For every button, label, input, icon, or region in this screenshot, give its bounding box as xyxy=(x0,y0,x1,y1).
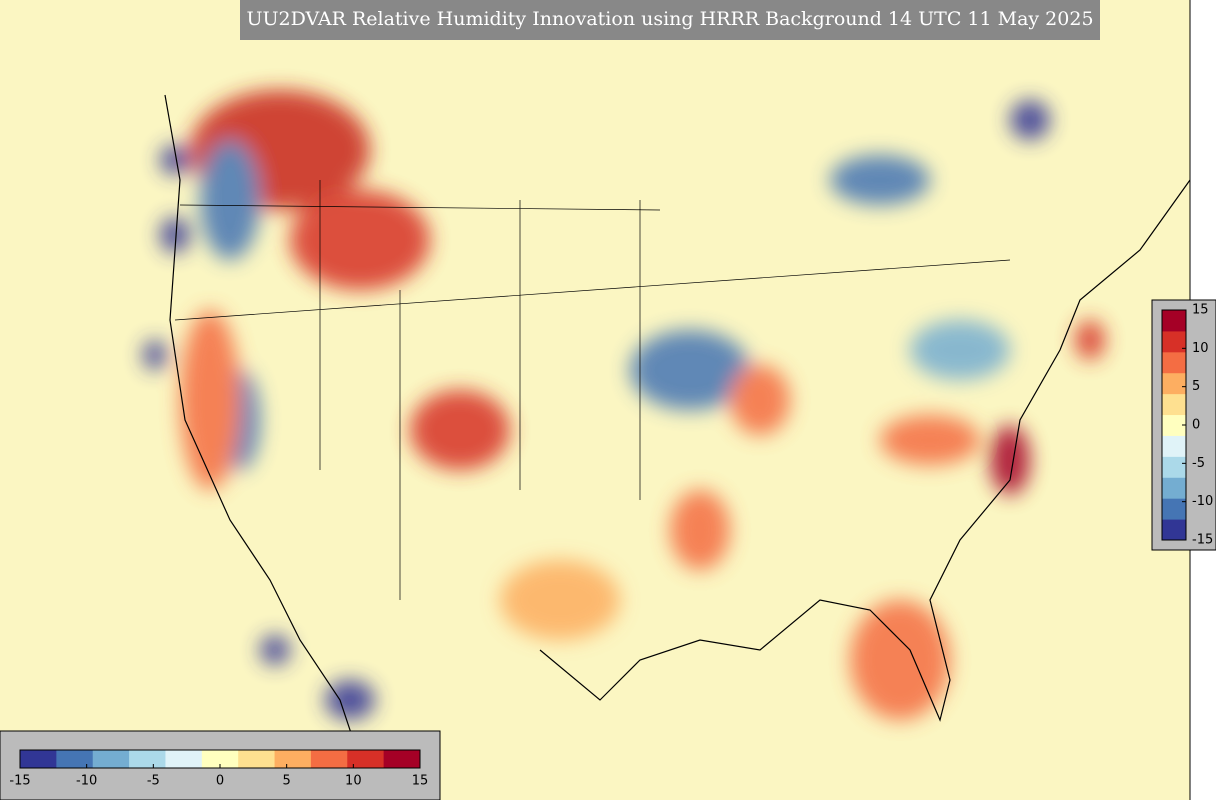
colorbar-swatch xyxy=(1162,519,1186,541)
colorbar-swatch xyxy=(1162,435,1186,457)
title-box xyxy=(240,0,1100,40)
colorbar-swatch xyxy=(347,750,385,768)
colorbar-tick-label: -15 xyxy=(9,774,30,789)
colorbar-tick-label: -10 xyxy=(76,774,97,789)
coastline xyxy=(164,94,1191,761)
colorbar-tick-label: 0 xyxy=(216,774,224,789)
colorbar-tick-label: 15 xyxy=(1192,303,1209,318)
colorbar-swatch xyxy=(1162,351,1186,374)
title: UU2DVAR Relative Humidity Innovation usi… xyxy=(246,8,1093,30)
field-blob xyxy=(180,310,240,490)
colorbar-swatch xyxy=(1162,414,1186,436)
colorbar-swatch xyxy=(129,750,166,768)
field-blob xyxy=(880,415,980,465)
colorbar-swatch xyxy=(238,750,276,768)
field-blob xyxy=(143,340,167,370)
field-blob xyxy=(990,425,1030,495)
colorbar-swatch xyxy=(165,750,203,768)
colorbar-swatch xyxy=(92,750,130,768)
field-blob xyxy=(260,635,290,665)
field-blob xyxy=(850,600,950,720)
borders xyxy=(174,180,1011,600)
colorbar-swatch xyxy=(1162,477,1186,499)
colorbar-tick-label: -15 xyxy=(1192,533,1213,548)
colorbar-swatch xyxy=(1162,330,1186,353)
colorbar-swatch xyxy=(1162,393,1186,416)
colorbar-tick-label: -10 xyxy=(1192,494,1213,509)
colorbar-tick-label: 5 xyxy=(283,774,291,789)
field-blob xyxy=(410,390,510,470)
field-blob xyxy=(290,190,430,290)
colorbar-tick-label: 10 xyxy=(345,774,362,789)
field-blob xyxy=(630,330,750,410)
colorbar-tick-label: -5 xyxy=(147,774,160,789)
colorbar-swatch xyxy=(1162,498,1186,520)
colorbar-tick-label: -5 xyxy=(1192,456,1205,471)
field-blob xyxy=(1075,320,1105,360)
colorbar-swatch xyxy=(201,750,239,768)
field-blob xyxy=(730,365,790,435)
colorbar-tick-label: 0 xyxy=(1192,418,1200,433)
field-blob xyxy=(325,680,375,720)
field-blob xyxy=(1010,100,1050,140)
field-blob xyxy=(830,155,930,205)
colorbar-tick-label: 15 xyxy=(412,774,429,789)
colorbar-swatch xyxy=(1162,456,1186,478)
field-blob xyxy=(160,217,190,253)
colorbar-swatch xyxy=(56,750,94,768)
colorbar-tick-label: 5 xyxy=(1192,379,1200,394)
colorbar-tick-label: 10 xyxy=(1192,341,1209,356)
colorbar-swatch xyxy=(1162,310,1186,332)
innovation-field xyxy=(143,90,1105,720)
colorbar-swatch xyxy=(383,750,421,768)
field-blob xyxy=(910,320,1010,380)
field-blob xyxy=(160,145,190,175)
field-blob xyxy=(500,560,620,640)
field-blob xyxy=(670,490,730,570)
colorbar-swatch xyxy=(20,750,57,768)
colorbar-swatch xyxy=(1162,372,1186,395)
colorbar-swatch xyxy=(274,750,312,768)
colorbar-swatch xyxy=(310,750,348,768)
field-blob xyxy=(200,140,260,260)
